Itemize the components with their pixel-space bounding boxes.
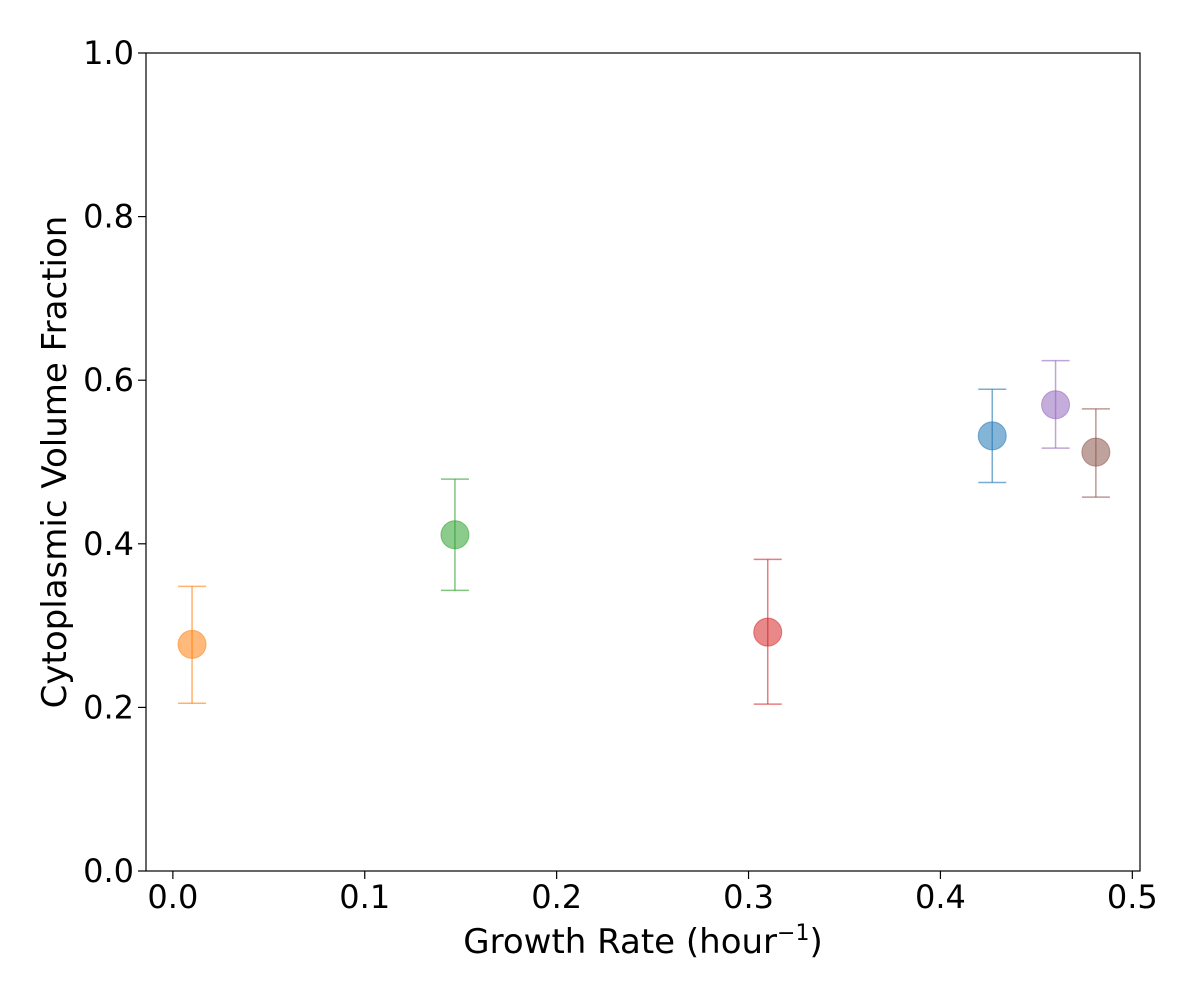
x-tick-label: 0.5	[1107, 878, 1158, 916]
data-point-marker	[977, 421, 1007, 451]
data-point	[1041, 359, 1071, 449]
x-tick-label: 0.2	[531, 878, 582, 916]
data-point-marker	[177, 629, 207, 659]
x-axis-label: Growth Rate (hour−1)	[463, 921, 823, 962]
x-tick-label: 0.0	[147, 878, 198, 916]
data-point	[177, 585, 207, 705]
data-points	[177, 359, 1111, 705]
plot-frame	[145, 52, 1141, 872]
y-tick-label: 0.0	[83, 852, 134, 890]
data-point-marker	[440, 520, 470, 550]
y-tick-label: 0.2	[83, 688, 134, 726]
x-axis-label-main: Growth Rate (hour	[463, 922, 777, 962]
plot-area	[146, 53, 1140, 871]
y-axis-ticks: 0.0 0.2 0.4 0.6 0.8 1.0	[83, 34, 146, 890]
data-point-marker	[753, 617, 783, 647]
y-axis-label: Cytoplasmic Volume Fraction	[35, 216, 75, 709]
y-tick-label: 0.4	[83, 525, 134, 563]
y-tick-label: 0.6	[83, 361, 134, 399]
data-point	[753, 558, 783, 705]
y-tick-label: 0.8	[83, 198, 134, 236]
y-tick-label: 1.0	[83, 34, 134, 72]
x-tick-label: 0.4	[915, 878, 966, 916]
data-point-marker	[1041, 390, 1071, 420]
data-point	[977, 388, 1007, 484]
x-axis-label-end: )	[809, 922, 822, 962]
data-point-marker	[1081, 437, 1111, 467]
x-tick-label: 0.3	[723, 878, 774, 916]
x-axis-label-superscript: −1	[777, 921, 809, 946]
data-point	[440, 478, 470, 592]
x-axis-ticks: 0.0 0.1 0.2 0.3 0.4 0.5	[147, 871, 1158, 916]
data-point	[1081, 408, 1111, 498]
x-tick-label: 0.1	[339, 878, 390, 916]
